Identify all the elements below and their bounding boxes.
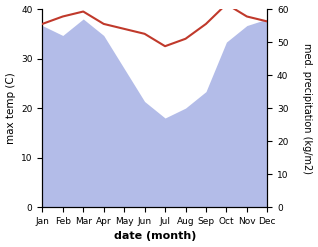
Y-axis label: med. precipitation (kg/m2): med. precipitation (kg/m2) <box>302 43 313 174</box>
Y-axis label: max temp (C): max temp (C) <box>5 72 16 144</box>
X-axis label: date (month): date (month) <box>114 231 196 242</box>
